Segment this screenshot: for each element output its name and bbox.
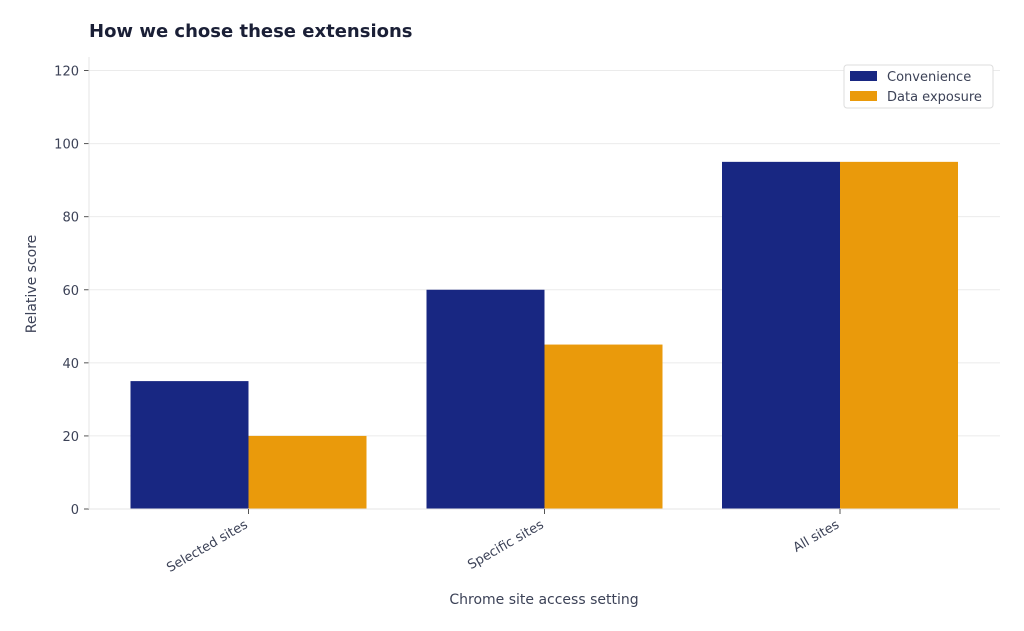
legend-swatch: [850, 91, 877, 101]
bar-convenience: [130, 381, 249, 509]
bar-data-exposure: [248, 435, 367, 509]
bars: [130, 161, 958, 509]
y-tick-label: 40: [62, 357, 79, 372]
bar-data-exposure: [544, 344, 663, 509]
x-tick-label: Specific sites: [465, 517, 546, 573]
bar-convenience: [722, 161, 840, 509]
x-tick-label: All sites: [791, 517, 842, 555]
y-axis-label: Relative score: [24, 235, 40, 334]
legend-swatch: [850, 71, 877, 81]
legend-box: [843, 64, 994, 109]
bar-convenience: [426, 289, 545, 509]
y-tick-label: 80: [62, 211, 79, 226]
chart-title: How we chose these extensions: [89, 21, 413, 42]
y-tick-label: 100: [54, 138, 79, 153]
x-tick-label: Selected sites: [164, 517, 250, 575]
y-tick-label: 60: [62, 284, 79, 299]
legend: Convenience Data exposure: [843, 64, 994, 109]
y-tick-label: 20: [62, 430, 79, 445]
y-tick-label: 120: [54, 65, 79, 80]
legend-label: Convenience: [887, 70, 971, 85]
bar-data-exposure: [840, 161, 958, 509]
y-tick-label: 0: [71, 503, 79, 518]
legend-label: Data exposure: [887, 90, 982, 105]
x-axis-label: Chrome site access setting: [449, 592, 638, 608]
